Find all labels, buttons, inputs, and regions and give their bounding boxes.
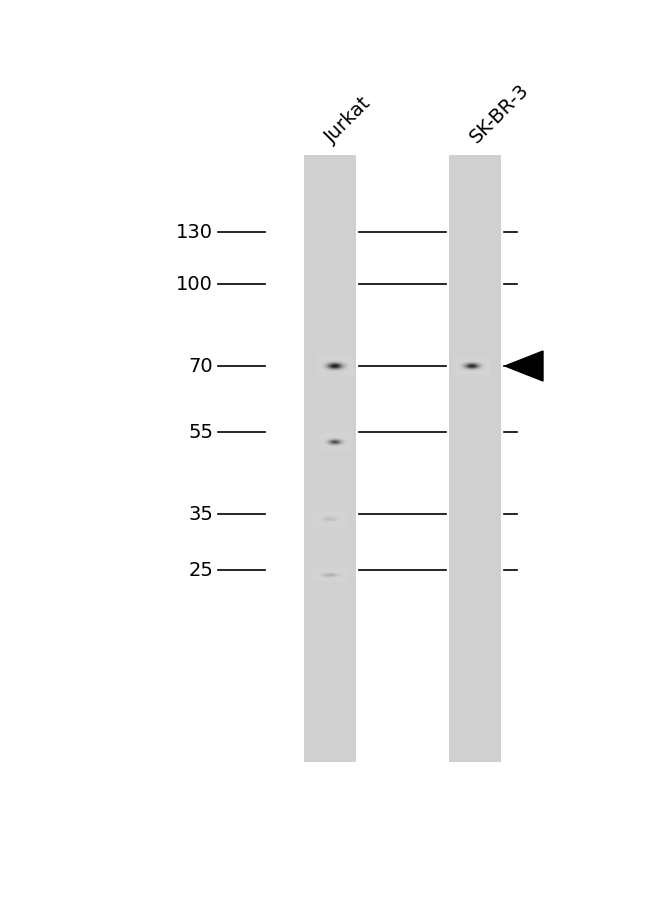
Polygon shape xyxy=(505,351,543,381)
Text: 35: 35 xyxy=(188,505,213,523)
Text: 55: 55 xyxy=(188,423,213,441)
Text: 70: 70 xyxy=(188,356,213,376)
Text: 100: 100 xyxy=(176,274,213,294)
Bar xyxy=(304,155,356,762)
Bar xyxy=(449,155,501,762)
Text: Jurkat: Jurkat xyxy=(322,94,375,147)
Text: 130: 130 xyxy=(176,223,213,241)
Text: SK-BR-3: SK-BR-3 xyxy=(467,80,533,147)
Text: 25: 25 xyxy=(188,561,213,579)
